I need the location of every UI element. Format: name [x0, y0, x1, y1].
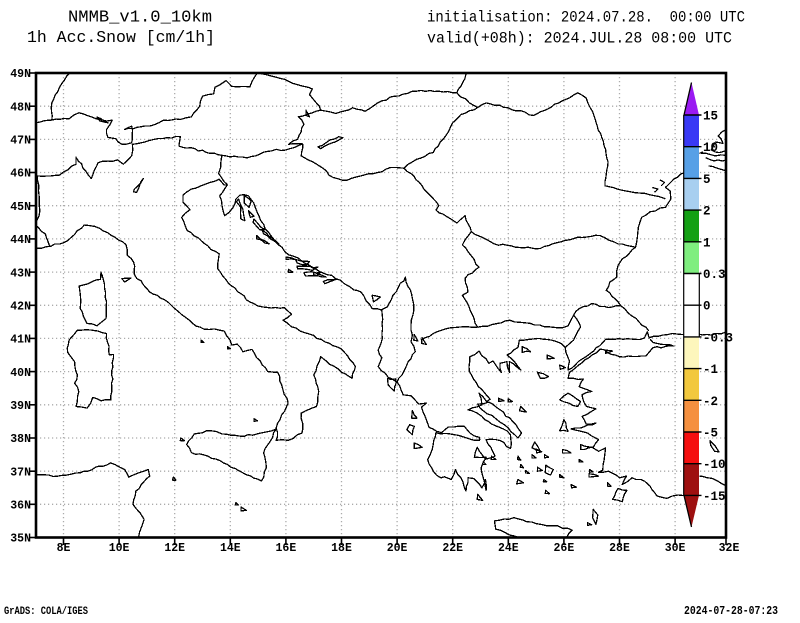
svg-text:46N: 46N [10, 168, 31, 181]
svg-text:26E: 26E [554, 542, 575, 555]
svg-text:GrADS: COLA/IGES: GrADS: COLA/IGES [4, 606, 88, 618]
svg-text:37N: 37N [10, 466, 31, 479]
svg-text:32E: 32E [719, 542, 740, 555]
svg-text:12E: 12E [164, 542, 185, 555]
svg-text:0.3: 0.3 [703, 268, 726, 282]
svg-text:40N: 40N [10, 367, 31, 380]
svg-text:43N: 43N [10, 267, 31, 280]
svg-text:1h Acc.Snow [cm/1h]: 1h Acc.Snow [cm/1h] [27, 29, 215, 48]
svg-text:-5: -5 [703, 427, 718, 441]
svg-text:42N: 42N [10, 300, 31, 313]
svg-text:10: 10 [703, 141, 718, 155]
svg-text:8E: 8E [57, 542, 71, 555]
svg-text:22E: 22E [442, 542, 463, 555]
svg-text:30E: 30E [665, 542, 686, 555]
svg-text:15: 15 [703, 110, 718, 124]
svg-text:-2: -2 [703, 395, 718, 409]
svg-text:41N: 41N [10, 334, 31, 347]
svg-text:49N: 49N [10, 68, 31, 81]
svg-text:28E: 28E [609, 542, 630, 555]
svg-text:47N: 47N [10, 135, 31, 148]
svg-text:0: 0 [703, 300, 711, 314]
svg-text:16E: 16E [276, 542, 297, 555]
svg-text:-1: -1 [703, 363, 718, 377]
svg-text:14E: 14E [220, 542, 241, 555]
svg-text:39N: 39N [10, 400, 31, 413]
svg-text:20E: 20E [387, 542, 408, 555]
svg-text:initialisation: 2024.07.28. 0: initialisation: 2024.07.28. 00:00 UTC [427, 9, 745, 27]
svg-text:48N: 48N [10, 101, 31, 114]
svg-text:38N: 38N [10, 433, 31, 446]
svg-text:2: 2 [703, 205, 711, 219]
svg-text:10E: 10E [109, 542, 130, 555]
svg-text:-10: -10 [703, 458, 726, 472]
svg-text:-0.3: -0.3 [703, 331, 733, 345]
svg-text:valid(+08h): 2024.JUL.28 08:00: valid(+08h): 2024.JUL.28 08:00 UTC [427, 30, 732, 48]
svg-text:36N: 36N [10, 500, 31, 513]
svg-text:35N: 35N [10, 533, 31, 546]
svg-text:45N: 45N [10, 201, 31, 214]
svg-text:24E: 24E [498, 542, 519, 555]
svg-text:2024-07-28-07:23: 2024-07-28-07:23 [684, 604, 778, 618]
svg-text:1: 1 [703, 236, 711, 250]
svg-text:44N: 44N [10, 234, 31, 247]
svg-text:NMMB_v1.0_10km: NMMB_v1.0_10km [68, 9, 212, 28]
svg-text:-15: -15 [703, 490, 726, 504]
svg-text:18E: 18E [331, 542, 352, 555]
svg-text:5: 5 [703, 173, 711, 187]
